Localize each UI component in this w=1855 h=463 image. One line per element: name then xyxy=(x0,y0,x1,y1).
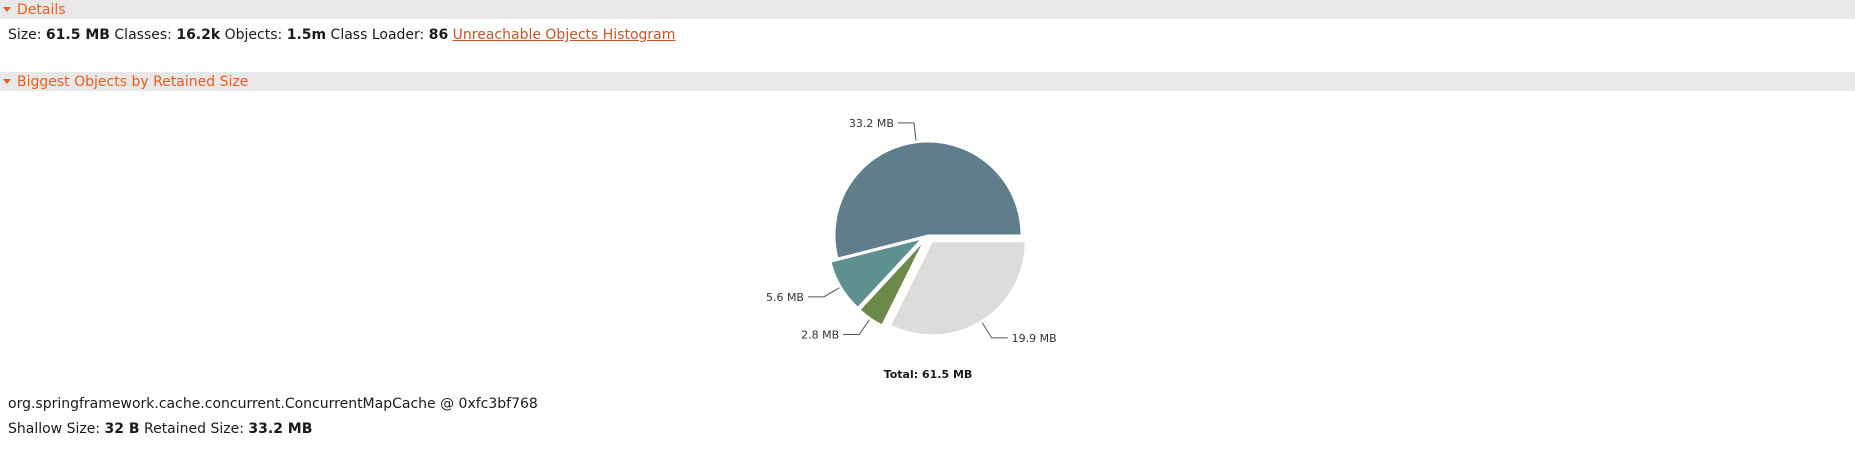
retained-size-label: Retained Size: xyxy=(143,421,244,437)
pie-label-leader xyxy=(897,122,917,141)
classes-label: Classes: xyxy=(114,27,172,43)
objects-value: 1.5m xyxy=(286,27,327,43)
pie-slice[interactable] xyxy=(859,241,924,326)
selected-object-name[interactable]: org.springframework.cache.concurrent.Con… xyxy=(8,396,538,412)
retained-size-pie-chart[interactable]: 33.2 MB 5.6 MB 2.8 MB 19.9 MB Total: 61.5 M… xyxy=(700,95,1120,385)
pie-label-leader xyxy=(807,287,840,298)
pie-slice[interactable] xyxy=(890,241,1026,336)
size-value: 61.5 MB xyxy=(45,27,110,43)
pie-slice-label: 19.9 MB xyxy=(1012,332,1057,345)
details-title: Details xyxy=(17,1,66,18)
pie-slice-label: 5.6 MB xyxy=(766,291,804,304)
classes-value: 16.2k xyxy=(176,27,221,43)
collapse-arrow-icon[interactable] xyxy=(3,79,11,84)
shallow-size-label: Shallow Size: xyxy=(8,421,101,437)
classloader-value: 86 xyxy=(428,27,449,43)
biggest-objects-section-header[interactable]: Biggest Objects by Retained Size xyxy=(0,72,1855,91)
pie-total-label: Total: 61.5 MB xyxy=(884,368,973,381)
pie-label-leader xyxy=(843,319,870,335)
pie-slice-label: 33.2 MB xyxy=(849,117,894,130)
biggest-objects-title: Biggest Objects by Retained Size xyxy=(17,73,249,90)
classloader-label: Class Loader: xyxy=(330,27,425,43)
details-section-header[interactable]: Details xyxy=(0,0,1855,19)
selected-object-sizes: Shallow Size: 32 B Retained Size: 33.2 M… xyxy=(8,421,312,437)
retained-size-value: 33.2 MB xyxy=(248,421,313,437)
details-summary: Size: 61.5 MB Classes: 16.2k Objects: 1.… xyxy=(8,27,675,43)
pie-slice-label: 2.8 MB xyxy=(801,328,839,341)
collapse-arrow-icon[interactable] xyxy=(3,7,11,12)
pie-label-leader xyxy=(981,322,1008,339)
pie-slice[interactable] xyxy=(830,238,923,308)
pie-slice[interactable] xyxy=(834,141,1022,259)
unreachable-histogram-link[interactable]: Unreachable Objects Histogram xyxy=(452,27,676,43)
shallow-size-value: 32 B xyxy=(104,421,140,437)
size-label: Size: xyxy=(8,27,42,43)
objects-label: Objects: xyxy=(224,27,283,43)
